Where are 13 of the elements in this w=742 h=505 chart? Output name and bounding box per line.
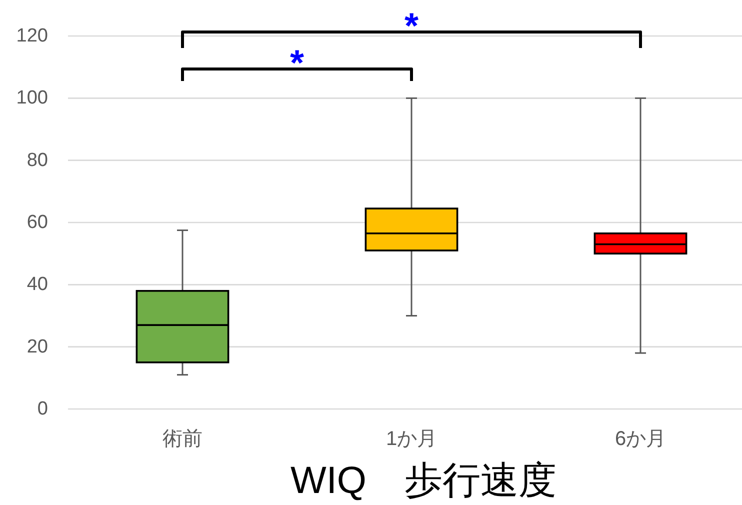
y-tick-label: 80 [26, 150, 48, 171]
text: WIQ 歩行速度 [290, 460, 556, 502]
annotation: * [290, 42, 304, 83]
x-tick-label: 術前 [162, 428, 202, 450]
y-tick-label: 20 [26, 336, 48, 358]
y-tick-label: 0 [37, 398, 48, 420]
y-tick-label: 40 [26, 274, 48, 296]
y-tick-label: 120 [16, 26, 48, 46]
y-tick-label: 100 [16, 88, 48, 109]
x-tick-label: 6か月 [614, 428, 666, 450]
x-tick-label: 1か月 [386, 428, 438, 450]
annotation: * [404, 5, 419, 46]
y-tick-label: 60 [26, 212, 48, 233]
